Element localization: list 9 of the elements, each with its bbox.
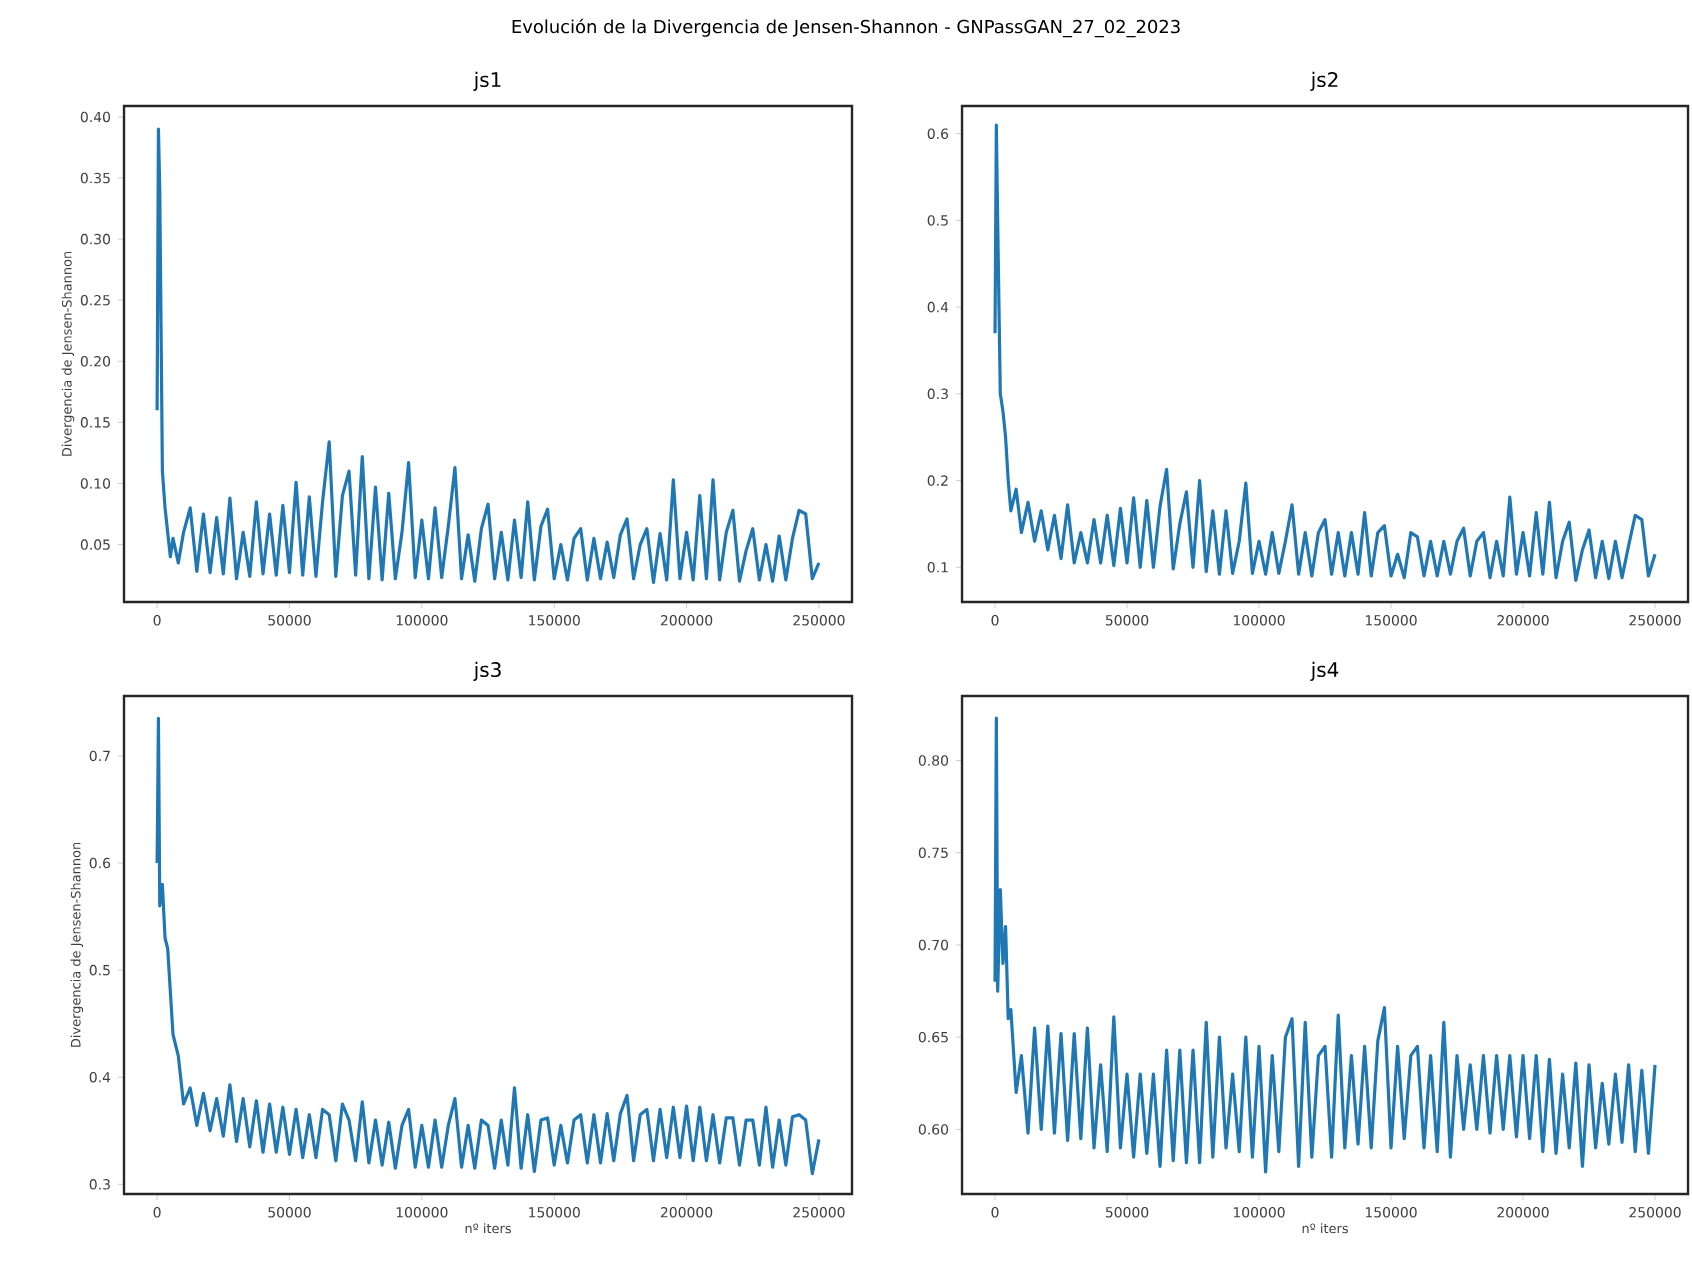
- line-series: [993, 123, 1657, 582]
- chart-title: js2: [1310, 71, 1338, 91]
- line-series: [155, 127, 821, 585]
- chart-title: js1: [473, 71, 501, 91]
- chart-title: js3: [473, 661, 501, 681]
- chart-title: js4: [1310, 661, 1339, 681]
- line-series: [993, 716, 1657, 1174]
- line-series: [155, 716, 821, 1176]
- text: Evolución de la Divergencia de Jensen-Shannon - GNPassGAN_27_02_2023: [512, 18, 1180, 38]
